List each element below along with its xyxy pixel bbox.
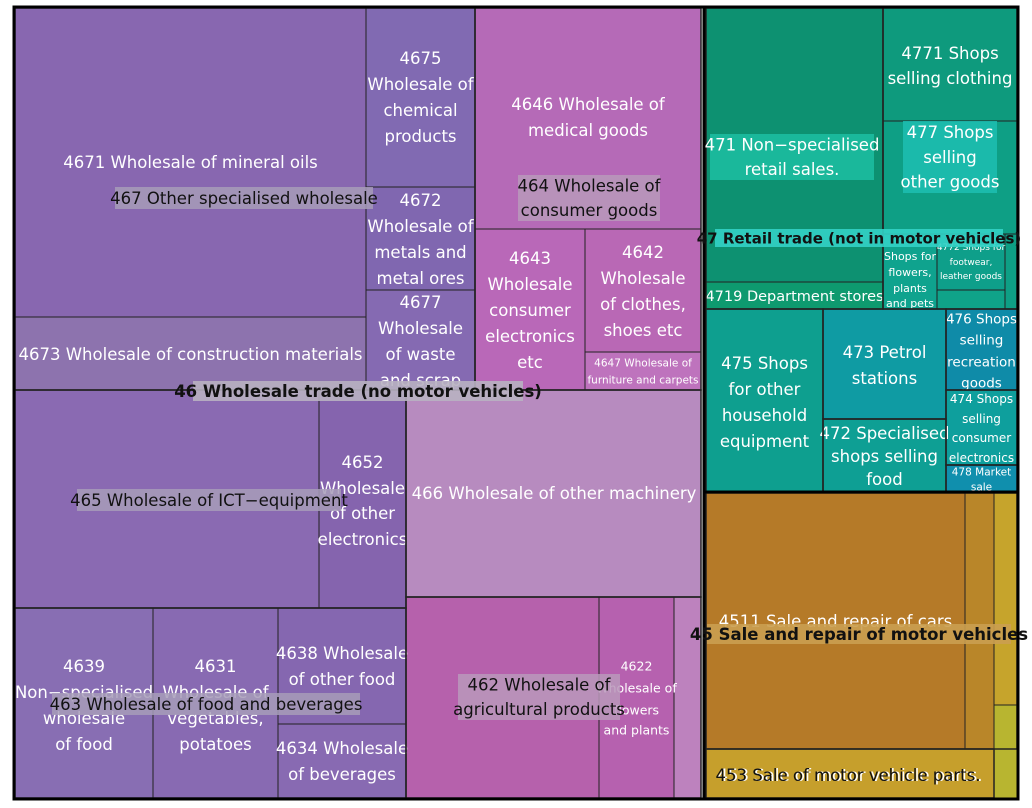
treemap-tile-4642 [584,228,702,353]
treemap-tile-4540 [993,704,1018,799]
treemap-label-474: 474 Shops selling consumer electronics [949,392,1014,465]
treemap-tiles [14,7,1018,799]
treemap-group-borders [12,5,1020,801]
subgroup-label-471: 471 Non−specialised retail sales. [705,135,880,179]
group-label-45: 45 Sale and repair of motor vehicles [690,625,1028,644]
subgroup-label-467: 467 Other specialised wholesale [110,189,378,208]
group-label-46: 46 Wholesale trade (no motor vehicles) [174,382,542,401]
treemap-tile-4520 [993,492,1018,706]
treemap-label-4672: 4672 Wholesale of metals and metal ores [367,191,474,288]
treemap-label-4638: 4638 Wholesale of other food [276,644,408,689]
subgroup-label-bg-465 [77,489,341,511]
treemap-label-4673: 4673 Wholesale of construction materials [19,345,363,364]
treemap-tile-4634 [277,723,407,799]
treemap-label-4642: 4642 Wholesale of clothes, shoes etc [600,243,686,340]
treemap-label-475: 475 Shops for other household equipment [720,354,810,451]
treemap-tile-475 [705,308,824,493]
treemap-tile-4669 [405,389,702,598]
treemap-label-453: 453 Sale of motor vehicle parts. [718,766,983,785]
treemap-label-4646: 4646 Wholesale of medical goods [511,95,666,140]
treemap-label-4771: 4771 Shops selling clothing [888,44,1013,88]
subgroup-label-463: 463 Wholesale of food and beverages [50,695,363,714]
treemap-label-4643: 4643 Wholesale consumer electronics etc [485,249,575,372]
treemap-tile-4671 [14,7,367,318]
treemap-tile-474 [945,389,1018,466]
subgroup-label-bg-467 [115,187,373,209]
treemap-tile-4677 [365,289,476,391]
treemap-subgroup-labels: 467 Other specialised wholesale 464 Whole… [50,121,1000,785]
treemap-tile-478 [945,464,1018,493]
treemap-label-4652: 4652 Wholesale of other electronics [318,453,408,549]
subgroup-label-462: 462 Wholesale of agricultural products [453,675,625,719]
treemap-tile-4771 [882,7,1018,122]
group-label-47: 47 Retail trade (not in motor vehicles) [697,229,1022,247]
treemap-label-4634: 4634 Wholesale of beverages [276,739,408,784]
treemap-tile-4719 [705,281,884,310]
treemap-tile-4675 [365,7,476,188]
treemap-group-45 [702,490,1020,801]
subgroup-label-477: 477 Shops selling other goods [901,123,1000,192]
subgroup-label-466: 466 Wholesale of other machinery [412,484,697,503]
group-label-bg-45 [707,624,1011,644]
treemap-tile-4672 [365,186,476,291]
treemap-label-4671: 4671 Wholesale of mineral oils [63,153,318,172]
treemap-label-4772: 4772 Shops for footwear, leather goods [937,243,1006,282]
treemap-tile-472 [822,418,947,493]
treemap-tile-4623 [673,596,702,799]
treemap-label-476: 476 Shops selling recreation goods [946,312,1017,392]
treemap-tile-473 [822,308,947,420]
treemap-tile-4519 [964,492,995,750]
subgroup-label-bg-471 [710,134,874,180]
treemap-label-4776: Shops for flowers, plants and pets [884,250,936,310]
subgroup-label-465: 465 Wholesale of ICT−equipment [70,491,348,510]
treemap-label-4647: 4647 Wholesale of furniture and carpets [587,358,698,387]
treemap-label-473: 473 Petrol stations [843,343,927,388]
subgroup-label-bg-462 [458,674,620,720]
treemap-group-labels: 46 Wholesale trade (no motor vehicles) 47… [174,229,1028,644]
treemap-tile-4673 [14,316,367,391]
treemap-tile-4778 [936,289,1006,310]
subgroup-label-bg-477 [903,121,997,193]
treemap-label-4719: 4719 Department stores [705,289,883,305]
subgroup-label-464: 464 Wholesale of consumer goods [518,176,662,220]
group-label-bg-46 [193,381,523,401]
subgroup-label-bg-464 [518,175,660,221]
subgroup-label-453: 453 Sale of motor vehicle parts. [716,766,981,785]
treemap-label-4622: 4622 Wholesale of flowers and plants [596,658,677,737]
group-label-bg-47 [715,229,1003,247]
treemap-label-4675: 4675 Wholesale of chemical products [367,49,474,146]
subgroup-label-bg-463 [52,693,360,715]
treemap-label-472: 472 Specialised shops selling food [820,424,950,489]
